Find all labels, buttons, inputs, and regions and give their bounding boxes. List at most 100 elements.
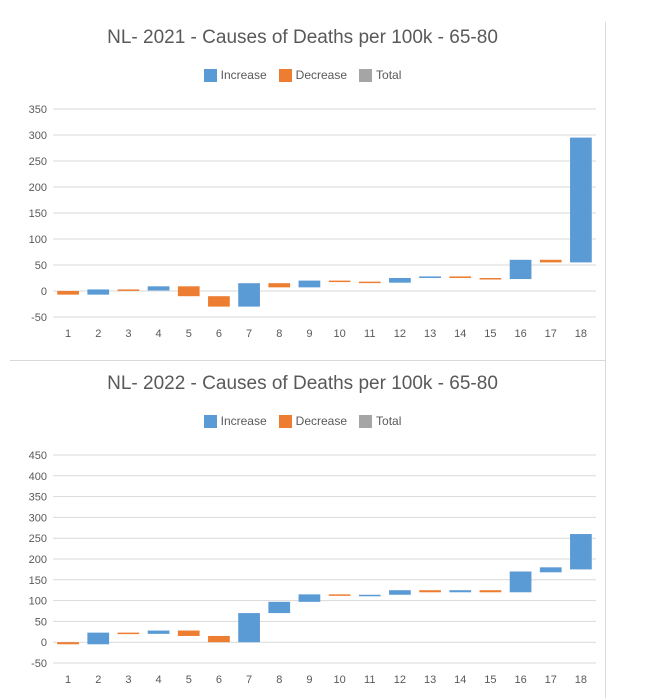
increase-bar [358,594,381,597]
increase-bar [268,601,291,614]
x-tick-label: 11 [364,328,375,340]
legend-swatch-total [359,68,373,82]
x-tick-label: 17 [545,674,557,686]
y-tick-label: 350 [29,104,47,116]
legend-label: Total [376,414,402,428]
increase-bar [147,286,170,291]
x-tick-label: 3 [125,328,131,340]
decrease-bar [57,291,79,295]
x-tick-label: 16 [514,674,526,686]
x-tick-label: 6 [216,328,222,340]
x-tick-label: 2 [95,674,101,686]
y-tick-label: 50 [35,260,47,272]
increase-bar [147,630,170,634]
y-tick-label: -50 [31,658,47,670]
x-tick-label: 10 [333,328,345,340]
decrease-bar [268,283,291,288]
y-tick-label: 350 [29,492,47,504]
increase-bar [570,137,592,263]
x-tick-label: 10 [333,674,345,686]
y-tick-label: 450 [29,450,47,462]
increase-bar [389,590,411,595]
y-tick-label: 150 [29,208,47,220]
increase-bar [238,283,260,307]
y-tick-label: 100 [29,596,47,608]
x-tick-label: 4 [156,674,162,686]
legend-swatch-total [359,414,373,428]
x-tick-label: 16 [514,328,526,340]
x-tick-label: 17 [545,328,557,340]
x-tick-label: 9 [306,674,312,686]
legend-label: Increase [220,68,267,82]
legend-swatch-decrease [278,414,292,428]
decrease-bar [479,278,502,280]
decrease-bar [57,642,79,645]
chart-title: NL- 2022 - Causes of Deaths per 100k - 6… [107,373,498,394]
y-tick-label: 400 [29,471,47,483]
increase-bar [509,259,532,280]
chart-legend: Increase Decrease Total [0,414,605,428]
legend-item-total: Total [359,414,401,428]
x-tick-label: 7 [246,328,252,340]
x-tick-label: 14 [454,328,466,340]
y-tick-label: 300 [29,130,47,142]
panel-divider-vertical [605,22,606,698]
legend-label: Decrease [295,68,348,82]
legend-item-decrease: Decrease [278,68,348,82]
increase-bar [419,276,441,278]
increase-bar [298,594,321,602]
increase-bar [238,613,260,643]
panel-divider-horizontal [10,360,605,361]
chart-title: NL- 2021 - Causes of Deaths per 100k - 6… [107,27,498,48]
x-tick-label: 8 [276,674,282,686]
y-tick-label: 50 [35,616,47,628]
legend-swatch-increase [203,414,217,428]
legend-swatch-increase [203,68,217,82]
legend-label: Increase [220,414,267,428]
decrease-bar [539,259,562,263]
increase-bar [389,278,411,283]
increase-bar [298,280,321,288]
decrease-bar [117,289,140,291]
x-tick-label: 6 [216,674,222,686]
legend-item-decrease: Decrease [278,414,347,428]
y-tick-label: 150 [29,575,47,587]
y-tick-label: -50 [31,312,47,324]
increase-bar [570,534,592,570]
increase-bar [87,632,110,645]
x-tick-label: 14 [454,674,466,686]
decrease-bar [208,296,230,307]
x-tick-label: 13 [424,674,436,686]
x-tick-label: 3 [125,674,131,686]
legend-item-total: Total [359,68,401,82]
legend-item-increase: Increase [203,68,267,82]
decrease-bar [358,281,381,284]
x-tick-label: 5 [186,674,192,686]
y-tick-label: 200 [29,554,47,566]
x-tick-label: 2 [95,328,101,340]
x-tick-label: 15 [484,328,496,340]
decrease-bar [479,590,502,593]
increase-bar [449,590,472,593]
decrease-bar [177,286,200,297]
decrease-bar [328,280,351,283]
x-tick-label: 7 [246,674,252,686]
decrease-bar [419,590,441,593]
increase-bar [509,571,532,593]
x-tick-label: 1 [65,674,71,686]
legend-label: Total [376,68,402,82]
increase-bar [87,289,110,295]
decrease-bar [117,632,140,635]
x-tick-label: 12 [394,328,406,340]
x-tick-label: 4 [156,328,162,340]
x-tick-label: 15 [484,674,496,686]
chart-panel-2022: NL- 2022 - Causes of Deaths per 100k - 6… [0,362,605,698]
legend-item-increase: Increase [203,414,267,428]
legend-swatch-decrease [278,68,292,82]
y-tick-label: 200 [29,182,47,194]
decrease-bar [328,594,351,596]
decrease-bar [208,635,230,643]
decrease-bar [449,276,472,278]
